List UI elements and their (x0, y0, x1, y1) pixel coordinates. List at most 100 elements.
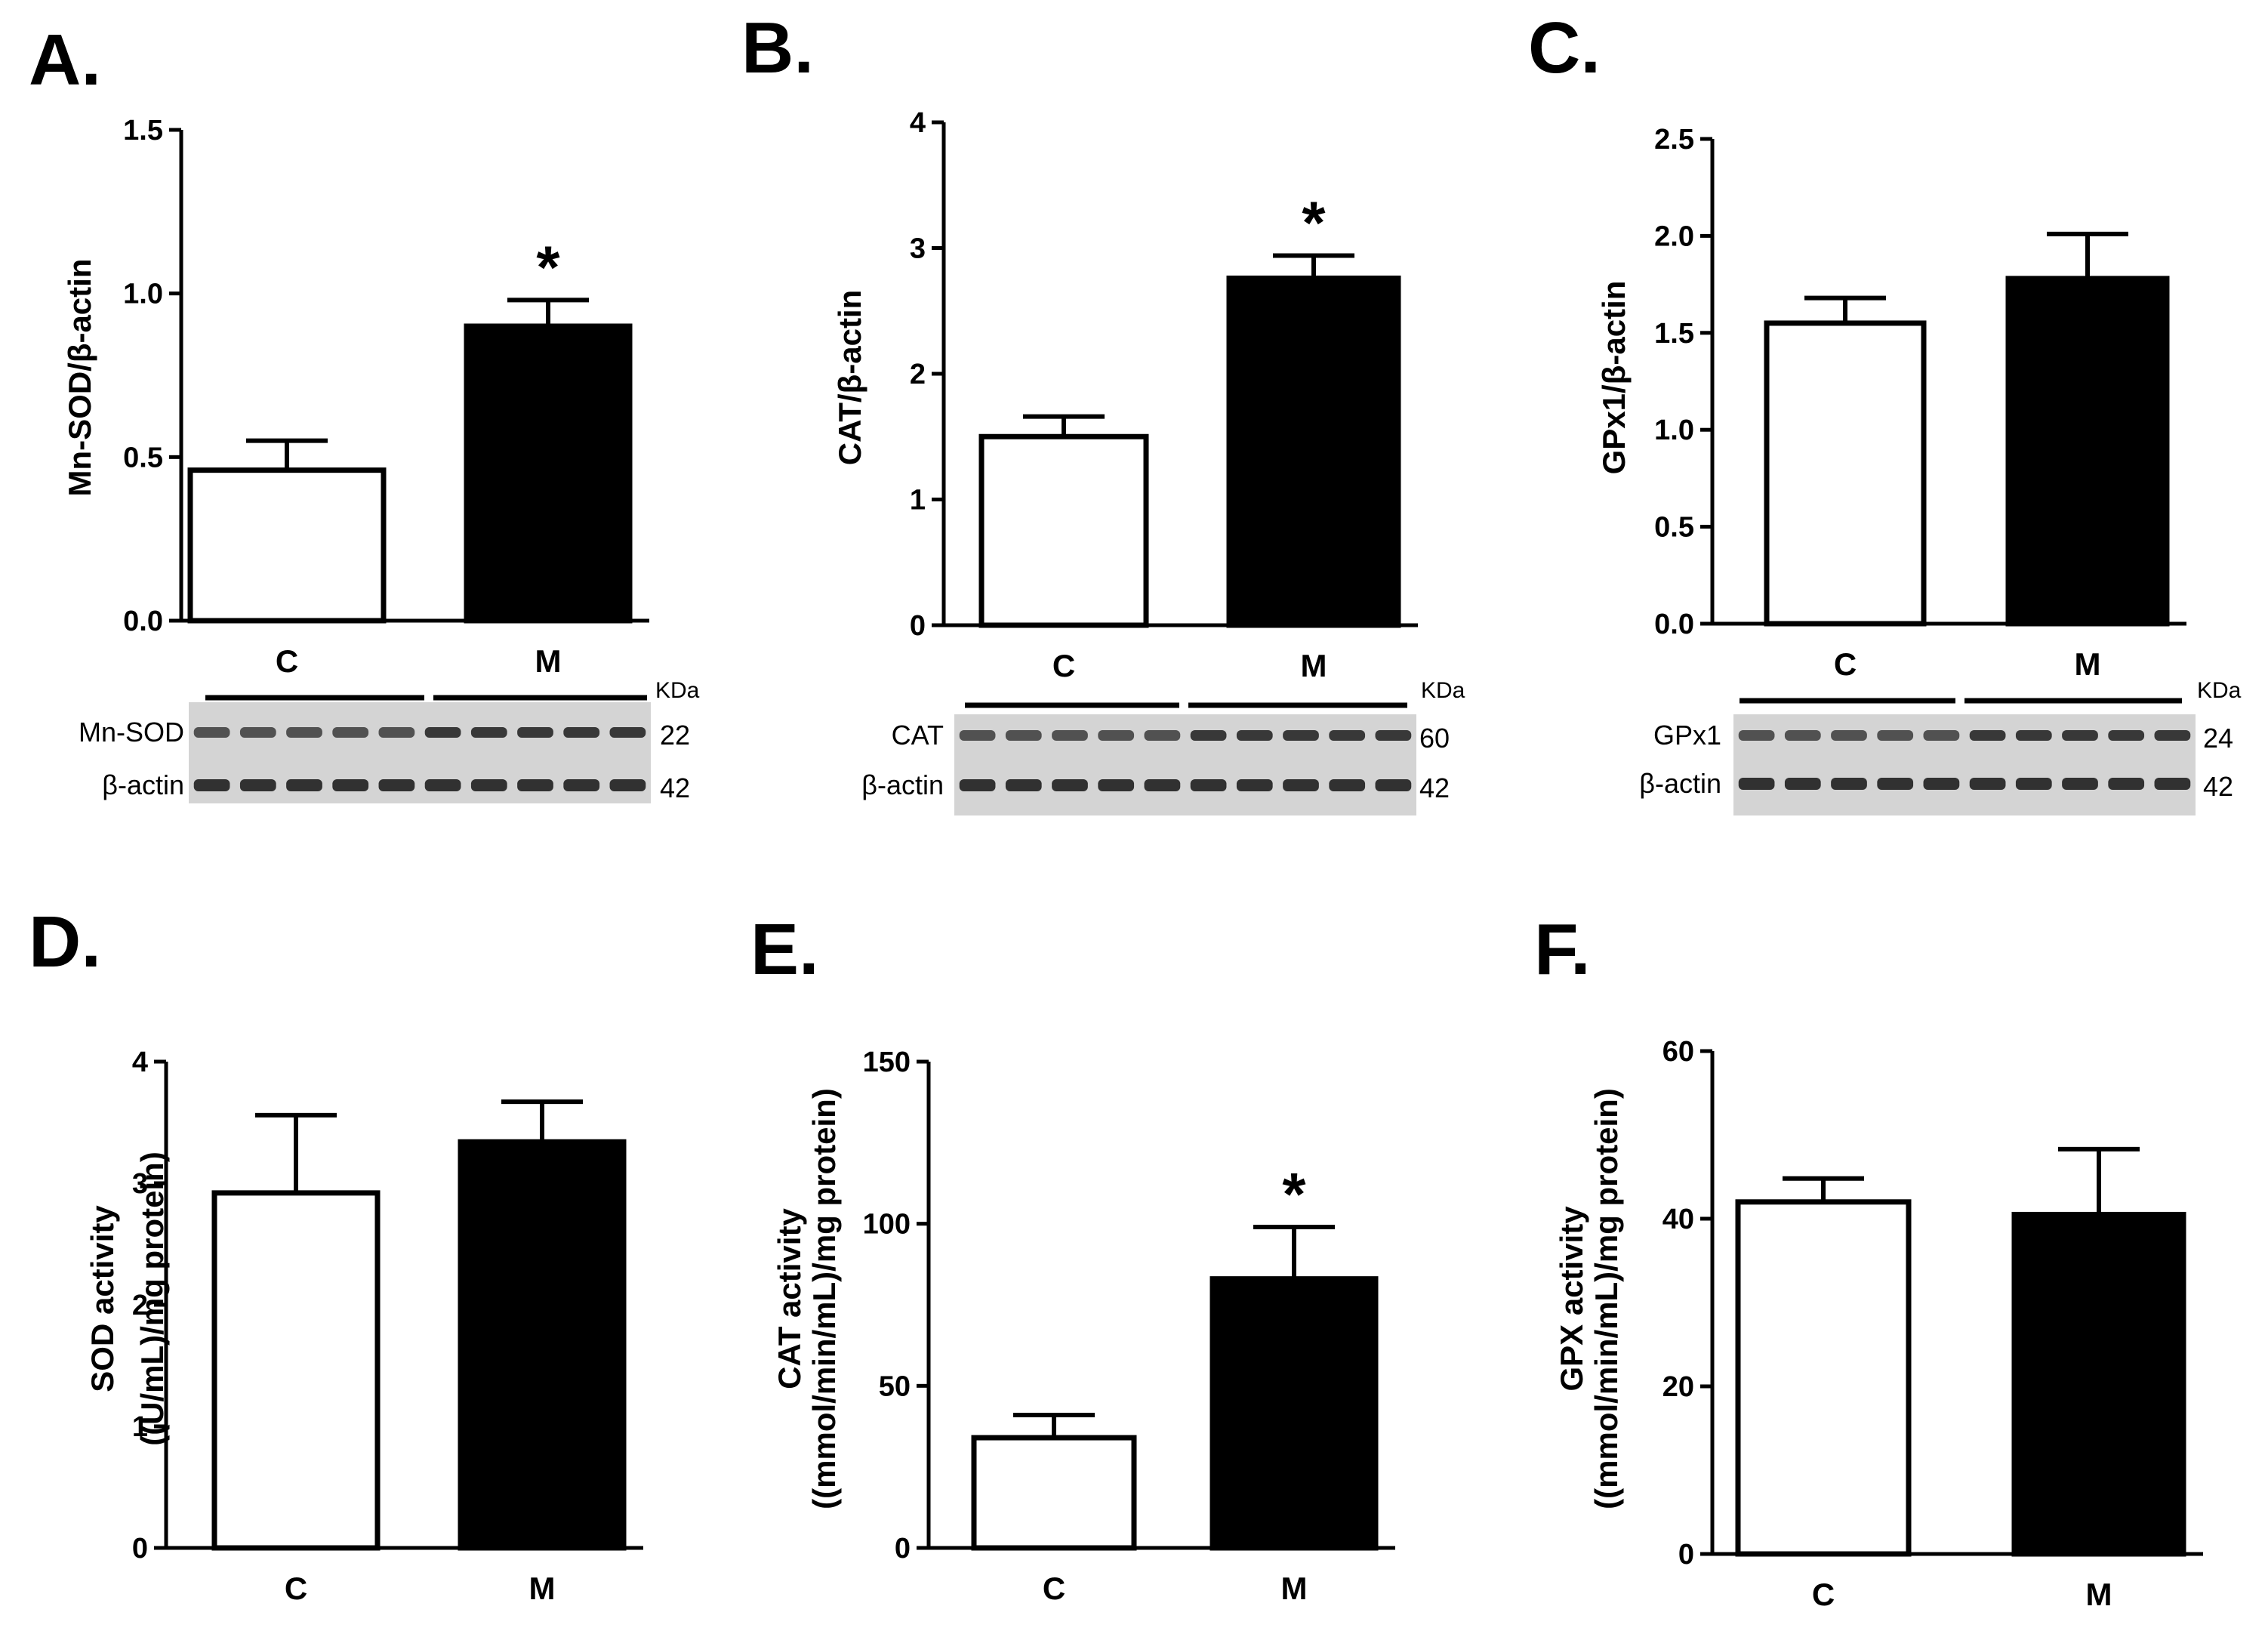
blot-kda-value: 42 (2203, 771, 2233, 802)
y-tick-label: 0.0 (123, 606, 163, 637)
blot-kda-value: 42 (660, 772, 690, 803)
blot-band (1052, 779, 1088, 791)
blot-band (563, 727, 600, 738)
chart-panel-d: D. 0 1 2 3 4 SOD activity ((U/mL)/mg protein) C M (29, 902, 643, 1606)
blot-row-label: CAT (892, 720, 944, 751)
significance-marker: * (1302, 189, 1326, 256)
bar-m (458, 1139, 627, 1551)
blot-band (609, 779, 646, 791)
blot-band (1190, 779, 1227, 791)
bar-c (187, 467, 387, 624)
blot-band (1738, 778, 1775, 790)
bar-m (464, 323, 633, 624)
panel-letter: E. (750, 909, 819, 990)
x-category-label: C (1052, 648, 1075, 683)
x-category-label: M (535, 643, 562, 679)
bar-m (2011, 1211, 2186, 1557)
blot-band (959, 730, 996, 741)
bar-m (1226, 275, 1401, 628)
blot-membrane (1733, 714, 2196, 815)
blot-band (332, 727, 369, 738)
blot-band (424, 779, 461, 791)
x-category-label: M (529, 1571, 556, 1606)
blot-band (2015, 778, 2052, 790)
blot-band (1236, 730, 1273, 741)
significance-marker: * (1282, 1161, 1306, 1228)
blot-band (1098, 779, 1135, 791)
y-tick-label: 50 (879, 1370, 911, 1402)
blot-membrane (954, 714, 1416, 815)
blot-band (1923, 730, 1960, 741)
y-tick-label: 20 (1662, 1371, 1694, 1403)
blot-row-label: β-actin (102, 769, 184, 800)
blot-band (1784, 730, 1821, 741)
y-axis-label-units: ((U/mL)/mg protein) (134, 1152, 170, 1446)
y-tick-label: 0 (1678, 1539, 1694, 1571)
y-axis-label: Mn-SOD/β-actin (62, 259, 97, 497)
blot-band (1144, 779, 1181, 791)
chart-panel-f: F. 0 20 40 60 GPX activity ((mmol/min/mL)/mg p… (1534, 909, 2203, 1612)
y-axis-label: GPX activity (1554, 1206, 1589, 1392)
panel-letter: B. (741, 8, 814, 88)
blot-band (1877, 778, 1914, 790)
kda-header: KDa (1421, 678, 1465, 703)
y-tick-label: 2 (132, 1290, 148, 1321)
blot-band (1005, 779, 1042, 791)
blot-band (1877, 730, 1914, 741)
kda-header: KDa (2197, 678, 2242, 703)
x-category-label: M (1301, 648, 1327, 683)
blot-band (1329, 779, 1366, 791)
blot-band (1738, 730, 1775, 741)
panel-letter: A. (29, 20, 101, 100)
chart-panel-c: C. 0.0 0.5 1.0 1.5 2.0 2.5 GPx1/β-actin C M KDa GPx… (1528, 8, 2242, 815)
y-tick-label: 0.5 (123, 442, 163, 473)
blot-band (470, 779, 507, 791)
y-axis-label: CAT activity (772, 1208, 807, 1389)
bar-c (1764, 320, 1927, 627)
y-tick-label: 60 (1662, 1036, 1694, 1068)
blot-band (2108, 730, 2145, 741)
blot-band (2154, 778, 2191, 790)
blot-band (2154, 730, 2191, 741)
y-axis-label-units: ((mmol/min/mL)/mg protein) (1589, 1088, 1624, 1509)
bar-c (978, 433, 1149, 628)
blot-band (378, 779, 415, 791)
panel-letter: D. (29, 902, 101, 982)
blot-band (1831, 778, 1867, 790)
x-category-label: M (1281, 1571, 1308, 1606)
blot-band (424, 727, 461, 738)
y-tick-label: 3 (910, 233, 926, 265)
y-tick-label: 40 (1662, 1204, 1694, 1235)
x-category-label: M (2075, 646, 2101, 682)
y-tick-label: 2.0 (1654, 220, 1694, 252)
panel-letter: C. (1528, 8, 1601, 88)
blot-band (1375, 779, 1412, 791)
y-tick-label: 150 (863, 1047, 911, 1078)
blot-band (1098, 730, 1135, 741)
blot-band (1283, 730, 1319, 741)
blot-band (2108, 778, 2145, 790)
y-tick-label: 2 (910, 359, 926, 390)
blot-kda-value: 60 (1419, 723, 1450, 754)
chart-panel-e: E. 0 50 100 150 CAT activity ((mmol/min/mL)/mg… (750, 909, 1395, 1606)
bar-c (1735, 1199, 1912, 1557)
y-tick-label: 100 (863, 1209, 911, 1241)
x-category-label: C (1834, 646, 1857, 682)
western-blot: KDa Mn-SOD 22 β-actin 42 (79, 678, 700, 803)
blot-band (1190, 730, 1227, 741)
y-tick-label: 1 (910, 485, 926, 516)
x-category-label: M (2086, 1577, 2112, 1612)
x-category-label: C (276, 643, 298, 679)
blot-band (1052, 730, 1088, 741)
western-blot: KDa GPx1 24 β-actin 42 (1639, 678, 2242, 815)
kda-header: KDa (655, 678, 700, 703)
western-blot: KDa CAT 60 β-actin 42 (861, 678, 1465, 815)
blot-band (517, 779, 553, 791)
blot-band (609, 727, 646, 738)
y-tick-label: 1 (132, 1411, 148, 1443)
chart-panel-a: A. 0.0 0.5 1.0 1.5 Mn-SOD/β-actin C M * KDa Mn-SOD… (29, 20, 700, 803)
blot-kda-value: 22 (660, 720, 690, 751)
blot-band (239, 727, 276, 738)
blot-band (1283, 779, 1319, 791)
